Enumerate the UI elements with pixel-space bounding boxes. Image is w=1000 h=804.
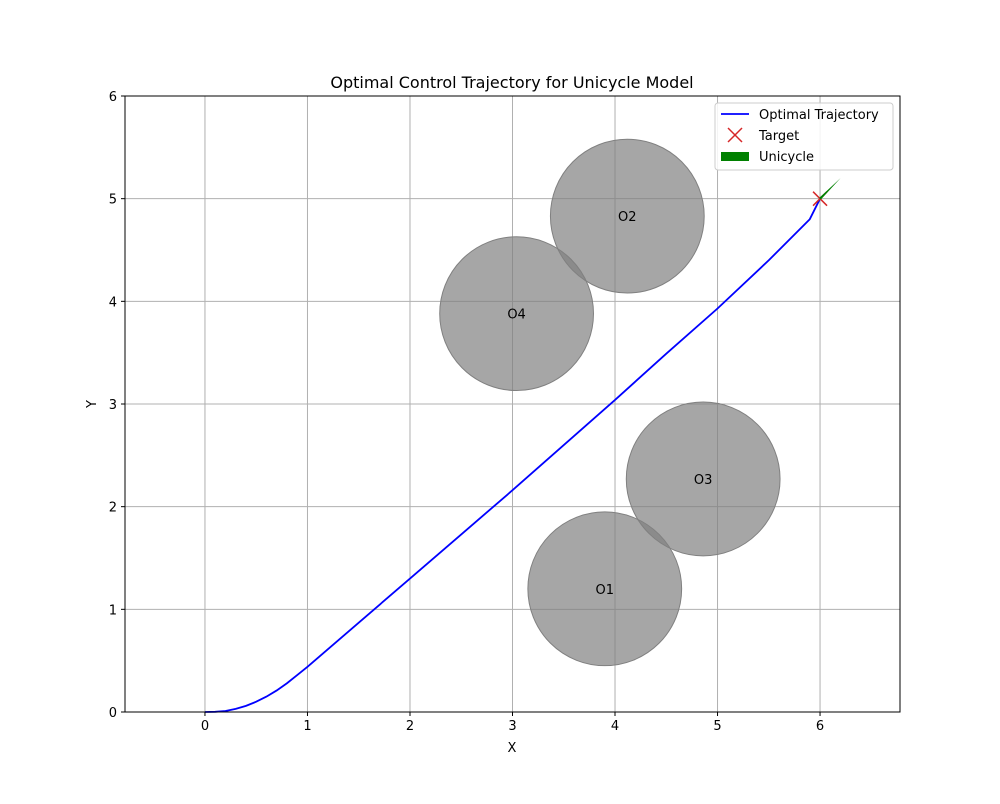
- y-tick-label: 4: [109, 295, 117, 310]
- x-tick-label: 0: [201, 719, 209, 734]
- x-axis-label: X: [508, 741, 517, 756]
- y-axis-label: Y: [85, 400, 100, 409]
- y-tick-label: 1: [109, 603, 117, 618]
- legend-box: [714, 102, 894, 171]
- legend-entry-label: Optimal Trajectory: [759, 108, 879, 123]
- obstacle-label: O4: [507, 308, 526, 323]
- legend: Optimal Trajectory Target Unicycle: [714, 102, 894, 171]
- grid-layer: [125, 95, 900, 713]
- x-tick-label: 2: [406, 719, 414, 734]
- obstacle-circle: [439, 236, 594, 392]
- legend-entry-label: Target: [758, 129, 799, 144]
- obstacle-layer: O1 O2 O3 O4: [439, 138, 781, 667]
- legend-marker-swatch: [727, 127, 743, 143]
- trajectory-line: [204, 198, 821, 713]
- x-tick-label: 6: [816, 719, 824, 734]
- y-tick-label: 6: [109, 90, 117, 105]
- obstacle-label: O3: [694, 473, 713, 488]
- x-tick-label: 4: [611, 719, 619, 734]
- obstacle-circle: [625, 401, 781, 557]
- obstacle-label: O1: [596, 583, 615, 598]
- obstacle-circle: [549, 138, 705, 294]
- y-tick-label: 3: [109, 398, 117, 413]
- obstacle-circle: [527, 511, 683, 667]
- obstacle-label: O2: [618, 210, 637, 225]
- x-tick-label: 5: [713, 719, 721, 734]
- x-tick-label: 1: [303, 719, 311, 734]
- unicycle-arrow: [819, 178, 841, 200]
- y-tick-label: 2: [109, 501, 117, 516]
- legend-patch-swatch: [721, 152, 749, 161]
- series-layer: [204, 178, 841, 713]
- legend-entry-label: Unicycle: [759, 150, 814, 165]
- y-tick-label: 0: [109, 706, 117, 721]
- x-tick-label: 3: [508, 719, 516, 734]
- y-tick-label: 5: [109, 193, 117, 208]
- chart-title: Optimal Control Trajectory for Unicycle …: [330, 73, 693, 92]
- tick-layer: 0 1 2 3 4 5 6 0 1 2 3 4 5 6: [109, 90, 824, 734]
